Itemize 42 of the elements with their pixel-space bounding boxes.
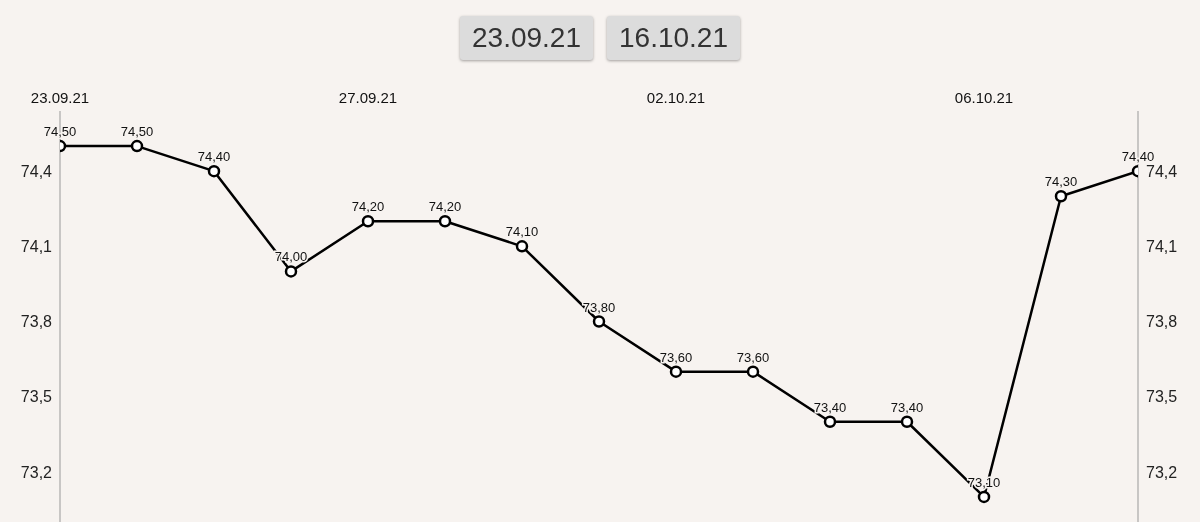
y-tick-label: 73,8 — [20, 313, 53, 331]
data-label: 74,50 — [43, 124, 77, 140]
point — [669, 365, 683, 378]
point — [1054, 189, 1068, 203]
point — [207, 164, 221, 178]
data-label: 74,30 — [1044, 174, 1078, 190]
point — [284, 265, 298, 278]
point — [900, 415, 914, 429]
x-tick-label: 27.09.21 — [338, 89, 398, 106]
data-label: 73,40 — [813, 399, 847, 415]
x-tick-label: 23.09.21 — [30, 89, 90, 106]
y2-tick-label: 73,8 — [1146, 313, 1178, 331]
y2-tick-label: 74,1 — [1146, 238, 1178, 256]
text: 16.10.21 — [607, 16, 740, 60]
x-tick-label: 06.10.21 — [954, 89, 1014, 106]
data-label: 73,40 — [890, 399, 924, 415]
point — [438, 215, 452, 228]
y-tick-label: 73,2 — [20, 463, 53, 481]
point — [592, 315, 606, 328]
data-label: 74,40 — [197, 149, 231, 165]
y-tick-label: 73,5 — [20, 388, 53, 406]
y-tick-label: 74,1 — [20, 238, 53, 256]
point — [823, 415, 837, 429]
point — [515, 240, 529, 253]
data-label: 73,60 — [736, 349, 770, 365]
data-label: 74,40 — [1121, 149, 1155, 165]
y2-tick-label: 73,5 — [1146, 388, 1178, 406]
y2-tick-label: 73,2 — [1146, 463, 1178, 481]
point — [361, 215, 375, 228]
point — [130, 139, 144, 153]
y2-tick-label: 74,4 — [1146, 162, 1178, 180]
point — [746, 365, 760, 378]
y-tick-label: 74,4 — [20, 162, 53, 180]
x-tick-label: 02.10.21 — [646, 89, 706, 106]
data-label: 74,20 — [428, 199, 462, 215]
data-label: 73,80 — [582, 299, 616, 315]
data-label: 74,20 — [351, 199, 385, 215]
data-label: 73,60 — [659, 349, 693, 365]
text: 23.09.21 — [460, 16, 593, 60]
data-label: 74,50 — [120, 124, 154, 140]
data-label: 74,10 — [505, 224, 539, 240]
point — [977, 490, 991, 504]
